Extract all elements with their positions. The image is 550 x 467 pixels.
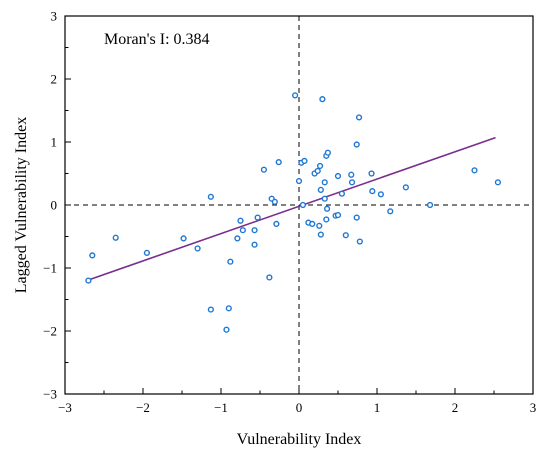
data-point — [85, 277, 92, 284]
x-tick-label: −3 — [58, 400, 72, 415]
data-point — [348, 171, 355, 178]
data-point — [321, 195, 328, 202]
data-point — [348, 179, 356, 186]
data-point — [321, 179, 328, 186]
data-point — [356, 238, 363, 245]
data-point — [471, 167, 478, 174]
data-point — [334, 211, 342, 219]
data-point — [251, 241, 258, 248]
data-point — [275, 159, 282, 166]
x-axis-title: Vulnerability Index — [237, 431, 362, 448]
data-point — [353, 141, 360, 148]
data-point — [271, 198, 278, 205]
data-point — [207, 306, 214, 313]
data-point — [334, 172, 342, 180]
data-point — [273, 220, 280, 228]
y-tick-label: 2 — [51, 72, 58, 87]
data-point — [299, 201, 307, 209]
data-point — [324, 149, 331, 156]
x-tick-label: −2 — [136, 400, 150, 415]
data-point — [342, 232, 349, 239]
y-tick-label: 3 — [51, 9, 58, 24]
data-point — [316, 222, 323, 229]
x-tick-label: −1 — [214, 400, 228, 415]
data-point — [223, 326, 230, 333]
data-point — [227, 258, 234, 265]
x-tick-label: 2 — [452, 400, 459, 415]
regression-line — [88, 136, 496, 281]
data-point — [314, 167, 321, 175]
x-tick-label: 1 — [374, 400, 381, 415]
morans-i-annotation: Moran's I: 0.384 — [104, 31, 210, 48]
data-point — [194, 245, 201, 252]
data-point — [323, 216, 330, 223]
data-point — [387, 208, 394, 215]
data-point — [369, 188, 376, 195]
data-point — [239, 227, 246, 234]
data-point — [237, 217, 244, 224]
data-point — [225, 305, 232, 312]
y-tick-label: −2 — [43, 324, 57, 339]
data-point — [180, 235, 187, 242]
data-point — [207, 193, 214, 200]
x-tick-label: 0 — [296, 400, 303, 415]
data-point — [377, 191, 385, 198]
data-point — [295, 177, 303, 185]
data-point — [316, 162, 324, 170]
x-tick-label: 3 — [530, 400, 537, 415]
data-point — [309, 220, 316, 228]
data-point — [266, 274, 273, 281]
data-point — [317, 186, 324, 193]
data-point — [317, 231, 324, 238]
data-point — [368, 170, 375, 177]
plot-area: −3 −2 −1 0 1 2 3 −3 −2 −1 0 1 2 3 — [43, 9, 536, 416]
data-point — [292, 92, 299, 99]
y-axis-title: Lagged Vulnerability Index — [13, 117, 30, 293]
data-point — [234, 235, 241, 242]
data-point — [301, 157, 308, 165]
data-point — [494, 179, 502, 186]
data-point — [112, 234, 119, 241]
data-point — [338, 190, 346, 197]
data-point — [355, 114, 363, 121]
y-tick-label: 1 — [51, 135, 58, 150]
data-point — [426, 201, 434, 209]
data-point — [323, 205, 331, 212]
y-tick-label: −1 — [43, 261, 57, 276]
y-tick-label: −3 — [43, 387, 57, 402]
data-point — [319, 96, 326, 103]
data-point — [89, 252, 96, 259]
data-point — [260, 166, 268, 173]
data-point — [402, 184, 409, 191]
data-point — [254, 214, 261, 221]
y-tick-label: 0 — [51, 198, 58, 213]
data-point — [353, 214, 360, 221]
data-point — [143, 249, 151, 256]
data-point — [251, 227, 258, 234]
